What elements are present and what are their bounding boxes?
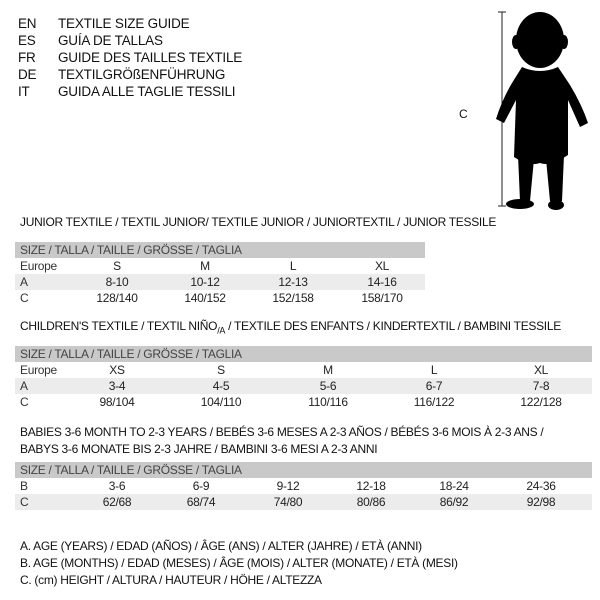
cell: 122/128 [520, 395, 562, 409]
table-row: Europe XS S M L XL [15, 362, 592, 378]
row-label: Europe [20, 259, 57, 273]
cell: M [200, 259, 210, 273]
cell: 98/104 [99, 395, 135, 409]
cell: 8-10 [105, 275, 129, 289]
cell: 14-16 [367, 275, 397, 289]
junior-title: JUNIOR TEXTILE / TEXTIL JUNIOR/ TEXTILE … [20, 215, 497, 229]
cell: 3-4 [108, 379, 126, 393]
junior-size-table: SIZE / TALLA / TAILLE / GRÖSSE / TAGLIA … [15, 242, 425, 306]
babies-title-line-2: BABYS 3-6 MONATE BIS 2-3 JAHRE / BAMBINI… [20, 442, 378, 456]
cell: XL [533, 363, 549, 377]
cell: 68/74 [186, 495, 216, 509]
table-row: C 128/140 140/152 152/158 158/170 [15, 290, 425, 306]
cell: 10-12 [190, 275, 220, 289]
height-label: C [459, 107, 468, 121]
table-row: Europe S M L XL [15, 258, 425, 274]
cell: 152/158 [272, 291, 314, 305]
cell: S [113, 259, 121, 273]
cell: 5-6 [319, 379, 337, 393]
row-label: C [20, 495, 29, 509]
cell: L [430, 363, 438, 377]
cell: 110/116 [308, 395, 348, 409]
table-row: A 3-4 4-5 5-6 6-7 7-8 [15, 378, 592, 394]
cell: 92/98 [526, 495, 556, 509]
row-label: C [20, 395, 29, 409]
cell: 6-7 [425, 379, 443, 393]
row-label: A [20, 379, 28, 393]
cell: 74/80 [273, 495, 303, 509]
header-title-en: TEXTILE SIZE GUIDE [58, 16, 190, 31]
cell: 128/140 [96, 291, 138, 305]
cell: 4-5 [212, 379, 230, 393]
cell: 62/68 [102, 495, 132, 509]
table-row: A 8-10 10-12 12-13 14-16 [15, 274, 425, 290]
header-title-es: GUÍA DE TALLAS [58, 33, 163, 48]
cell: L [289, 259, 297, 273]
cell: 12-18 [356, 479, 386, 493]
cell: 3-6 [108, 479, 126, 493]
cell: XL [374, 259, 390, 273]
header-title-de: TEXTILGRÖßENFÜHRUNG [58, 67, 226, 82]
cell: 7-8 [532, 379, 550, 393]
title-part: / TEXTILE DES ENFANTS / KINDERTEXTIL / B… [225, 319, 561, 333]
lang-code-fr: FR [18, 50, 36, 65]
children-size-table: SIZE / TALLA / TAILLE / GRÖSSE / TAGLIA … [15, 346, 592, 410]
cell: 86/92 [439, 495, 469, 509]
cell: XS [109, 363, 125, 377]
legend-c: C. (cm) HEIGHT / ALTURA / HAUTEUR / HÖHE… [20, 573, 322, 587]
cell: 6-9 [192, 479, 210, 493]
cell: 158/170 [361, 291, 403, 305]
cell: 104/110 [200, 395, 242, 409]
cell: 12-13 [278, 275, 308, 289]
cell: 9-12 [276, 479, 300, 493]
children-title: CHILDREN'S TEXTILE / TEXTIL NIÑO/A / TEX… [20, 319, 561, 335]
legend-a: A. AGE (YEARS) / EDAD (AÑOS) / ÂGE (ANS)… [20, 539, 422, 553]
table-row: C 62/68 68/74 74/80 80/86 86/92 92/98 [15, 494, 592, 510]
cell: 18-24 [439, 479, 469, 493]
lang-code-en: EN [18, 16, 37, 31]
table-row: B 3-6 6-9 9-12 12-18 18-24 24-36 [15, 478, 592, 494]
size-header: SIZE / TALLA / TAILLE / GRÖSSE / TAGLIA [15, 242, 425, 258]
size-header: SIZE / TALLA / TAILLE / GRÖSSE / TAGLIA [15, 346, 592, 362]
child-silhouette-icon [496, 11, 588, 210]
cell: 140/152 [184, 291, 226, 305]
lang-code-es: ES [18, 33, 36, 48]
legend-b: B. AGE (MONTHS) / EDAD (MESES) / ÂGE (MO… [20, 556, 458, 570]
cell: S [217, 363, 225, 377]
cell: 80/86 [356, 495, 386, 509]
header-title-it: GUIDA ALLE TAGLIE TESSILI [58, 84, 236, 99]
babies-title-line-1: BABIES 3-6 MONTH TO 2-3 YEARS / BEBÉS 3-… [20, 425, 544, 439]
row-label: B [20, 479, 28, 493]
cell: M [323, 363, 333, 377]
lang-code-it: IT [18, 84, 30, 99]
header-title-fr: GUIDE DES TAILLES TEXTILE [58, 50, 243, 65]
title-subscript: /A [217, 325, 226, 336]
row-label: C [20, 291, 29, 305]
row-label: A [20, 275, 28, 289]
cell: 116/122 [413, 395, 455, 409]
table-row: C 98/104 104/110 110/116 116/122 122/128 [15, 394, 592, 410]
row-label: Europe [20, 363, 57, 377]
cell: 24-36 [526, 479, 556, 493]
title-part: CHILDREN'S TEXTILE / TEXTIL NIÑO [20, 319, 218, 333]
lang-code-de: DE [18, 67, 37, 82]
size-header: SIZE / TALLA / TAILLE / GRÖSSE / TAGLIA [15, 462, 592, 478]
babies-size-table: SIZE / TALLA / TAILLE / GRÖSSE / TAGLIA … [15, 462, 592, 510]
